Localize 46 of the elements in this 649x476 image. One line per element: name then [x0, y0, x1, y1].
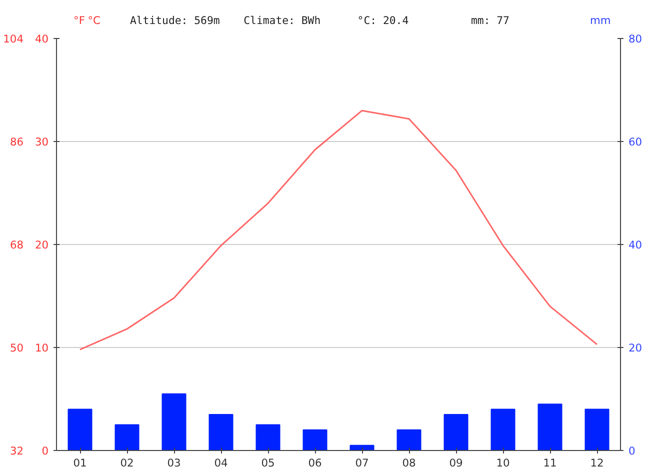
- x-tick-label: 02: [120, 456, 134, 470]
- y3-axis-title: °F: [74, 14, 85, 27]
- bar: [396, 429, 422, 450]
- bar: [68, 408, 92, 450]
- y3-tick-label: 32: [10, 444, 24, 458]
- x-tick-label: 08: [402, 456, 416, 470]
- text: °C: 20.4: [357, 14, 409, 27]
- y-tick-label: 10: [34, 342, 49, 354]
- y2-tick-label: 40: [628, 238, 642, 252]
- bar: [114, 424, 140, 450]
- y-axis-title: °C: [88, 14, 100, 27]
- bar: [256, 424, 280, 450]
- x-tick-label: 05: [261, 456, 275, 470]
- bar: [490, 408, 516, 450]
- bar: [162, 393, 186, 450]
- text: mm: 77: [470, 14, 510, 27]
- line-series: [79, 110, 598, 350]
- x-tick-label: 01: [73, 456, 87, 470]
- y2-tick-label: 60: [628, 136, 642, 148]
- x-tick-label: 10: [496, 456, 510, 470]
- y3-tick-label: 68: [10, 238, 24, 252]
- bar: [208, 414, 234, 450]
- y3-tick-label: 50: [10, 342, 24, 354]
- bar: [584, 408, 610, 450]
- x-tick-label: 12: [590, 456, 604, 470]
- y3-tick-label: 86: [10, 136, 24, 148]
- y-tick-label: 40: [34, 32, 49, 46]
- y3-tick-label: 104: [3, 32, 24, 46]
- x-tick-label: 03: [167, 456, 181, 470]
- y2-tick-label: 0: [628, 444, 636, 458]
- y2-axis-title: mm: [590, 14, 611, 27]
- y2-tick-label: 80: [628, 32, 642, 46]
- text: Climate: BWh: [244, 14, 321, 27]
- y-tick-label: 20: [34, 238, 49, 252]
- y2-tick-label: 20: [628, 342, 642, 354]
- bar: [444, 414, 468, 450]
- x-tick-label: 09: [449, 456, 463, 470]
- x-tick-label: 11: [543, 456, 557, 470]
- x-tick-label: 04: [214, 456, 228, 470]
- x-tick-label: 07: [355, 456, 369, 470]
- x-tick-label: 06: [308, 456, 322, 470]
- y-tick-label: 0: [42, 444, 49, 458]
- y-tick-label: 30: [34, 136, 49, 148]
- text: Altitude: 569m: [130, 14, 220, 27]
- bar: [538, 404, 562, 450]
- bar: [302, 429, 328, 450]
